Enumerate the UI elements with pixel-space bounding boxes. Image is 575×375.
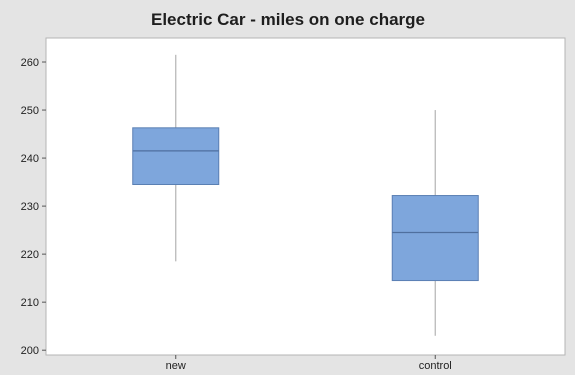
y-tick-label: 210 (21, 297, 39, 309)
y-tick-label: 250 (21, 105, 39, 117)
x-axis: new control (166, 355, 452, 372)
x-category-label: control (419, 360, 452, 372)
iqr-box (391, 195, 479, 282)
boxes-layer (132, 54, 479, 336)
y-tick-label: 260 (21, 57, 39, 69)
y-tick-label: 240 (21, 153, 39, 165)
chart-title: Electric Car - miles on one charge (151, 10, 425, 29)
iqr-box (132, 127, 220, 185)
x-category-label: new (166, 360, 186, 372)
y-tick-label: 230 (21, 201, 39, 213)
y-tick-label: 200 (21, 345, 39, 357)
plot-area (45, 37, 566, 356)
y-tick-label: 220 (21, 249, 39, 261)
y-axis: 200 210 220 230 240 250 260 (21, 57, 46, 357)
